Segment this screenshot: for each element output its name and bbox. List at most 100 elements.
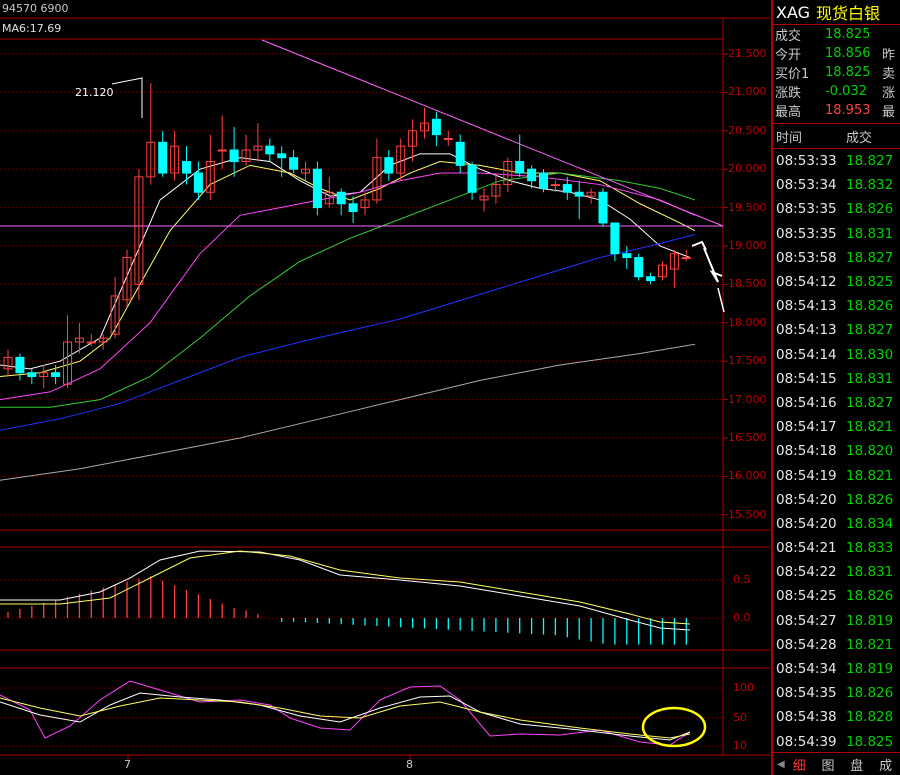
quote-row: 涨跌 -0.032 涨	[773, 82, 900, 101]
price-axis-label: 19.500	[728, 200, 767, 214]
quote-extra-label: 涨	[882, 86, 896, 101]
candle-up	[122, 257, 132, 301]
tick-time: 08:53:35	[776, 225, 837, 242]
ma10-line	[0, 161, 696, 378]
tick-price: 18.821	[846, 419, 894, 436]
tick-price: 18.832	[846, 177, 894, 194]
tick-price: 18.827	[846, 394, 894, 411]
candle-up	[134, 176, 144, 285]
tick-row: 08:54:13 18.827	[773, 318, 900, 342]
time-column-header: 时间	[776, 130, 803, 146]
sidebar-tab[interactable]: 图	[821, 758, 835, 774]
tick-time: 08:53:33	[776, 153, 837, 170]
candle-up	[681, 257, 691, 260]
tick-row: 08:53:35 18.831	[773, 222, 900, 246]
tick-row: 08:54:38 18.828	[773, 705, 900, 729]
candle-up	[3, 356, 13, 370]
tick-price: 18.826	[846, 491, 894, 508]
candle-down	[574, 191, 584, 197]
tick-list[interactable]: 08:53:33 18.827 08:53:34 18.832 08:53:35 18.8…	[773, 149, 900, 754]
tick-price: 18.831	[846, 564, 894, 581]
candle-up	[146, 141, 156, 178]
ma60-line	[0, 233, 696, 431]
candle-down	[646, 276, 656, 282]
macd-axis-label: 0.5	[733, 573, 751, 586]
tick-time: 08:54:25	[776, 588, 837, 605]
sidebar-tab[interactable]: 成	[879, 758, 893, 774]
candle-up	[503, 161, 513, 186]
candle-down	[348, 203, 358, 212]
price-axis-label: 18.500	[728, 277, 767, 291]
candle-down	[289, 157, 299, 170]
tick-row: 08:54:28 18.821	[773, 633, 900, 657]
tick-row: 08:53:58 18.827	[773, 246, 900, 270]
tick-row: 08:53:35 18.826	[773, 197, 900, 221]
quote-extra-label: 卖	[882, 67, 896, 82]
quote-extra-label: 昨	[882, 48, 896, 63]
symbol-name: 现货白银	[816, 4, 881, 23]
quote-row: 最高 18.953 最	[773, 101, 900, 120]
quote-label: 最高	[775, 105, 802, 120]
tick-time: 08:54:39	[776, 733, 837, 750]
peak-price-label: 21.120	[75, 86, 114, 99]
candle-up	[324, 191, 334, 205]
sidebar-tab[interactable]: 细	[792, 758, 806, 774]
kdj-axis-label: 100	[733, 681, 754, 694]
quote-extra-label: 最	[882, 105, 896, 120]
tick-price: 18.831	[846, 370, 894, 387]
kdj-k-line	[0, 692, 691, 741]
symbol-header[interactable]: XAG 现货白银	[773, 0, 900, 25]
price-axis-label: 21.000	[728, 85, 767, 99]
tick-time: 08:54:13	[776, 298, 837, 315]
date-label: 8	[406, 758, 413, 771]
ma120-line	[0, 343, 696, 481]
kline-chart-canvas[interactable]	[0, 0, 770, 775]
candle-up	[110, 295, 120, 335]
ma-indicator-label: MA6:17.69	[2, 22, 62, 35]
candle-down	[193, 172, 203, 193]
tick-price: 18.825	[846, 274, 894, 291]
candle-down	[610, 222, 620, 255]
kline-chart-area[interactable]: 94570 6900 MA6:17.69 21.500 21.000 20.500 2…	[0, 0, 770, 775]
quote-value: 18.825	[825, 27, 871, 42]
tick-time: 08:54:17	[776, 419, 837, 436]
candle-up	[74, 337, 84, 343]
candle-up	[301, 168, 310, 174]
candle-down	[265, 145, 275, 155]
quote-label: 涨跌	[775, 86, 802, 101]
ma30-line	[0, 172, 696, 408]
sidebar-tab[interactable]: 盘	[850, 758, 864, 774]
price-axis-label: 18.000	[728, 315, 767, 329]
tick-time: 08:54:12	[776, 274, 837, 291]
price-axis-label: 17.000	[728, 392, 767, 406]
tick-price: 18.830	[846, 346, 894, 363]
tick-price: 18.828	[846, 709, 894, 726]
quote-label: 买价1	[775, 67, 810, 82]
sidebar-tabs: ◀ 细图盘成	[773, 752, 900, 775]
tab-scroll-left-icon[interactable]: ◀	[777, 758, 785, 770]
kdj-axis-label: 50	[733, 711, 747, 724]
tick-row: 08:54:20 18.826	[773, 488, 900, 512]
quote-row: 今开 18.856 昨	[773, 44, 900, 63]
annotation-arrow	[703, 247, 723, 283]
candle-up	[479, 195, 489, 201]
symbol-code: XAG	[776, 2, 811, 22]
date-label: 7	[124, 758, 131, 771]
tick-row: 08:54:15 18.831	[773, 367, 900, 391]
price-axis-label: 15.500	[728, 507, 767, 521]
candle-up	[98, 337, 108, 343]
tick-table-header: 时间 成交	[773, 124, 900, 149]
candle-up	[63, 341, 72, 385]
price-axis-label: 16.000	[728, 469, 767, 483]
downtrend-line	[261, 39, 724, 227]
tick-row: 08:54:16 18.827	[773, 391, 900, 415]
candle-up	[372, 157, 382, 201]
candle-up	[420, 122, 429, 132]
price-axis-label: 17.500	[728, 354, 767, 368]
candle-down	[229, 149, 239, 163]
candle-down	[598, 191, 608, 224]
tick-row: 08:54:12 18.825	[773, 270, 900, 294]
candle-down	[277, 153, 287, 159]
quote-panel: 成交 18.825 今开 18.856 昨买价1 18.825 卖涨跌 -0.032 涨最高 18…	[773, 25, 900, 124]
annotation-arrow	[717, 287, 725, 313]
